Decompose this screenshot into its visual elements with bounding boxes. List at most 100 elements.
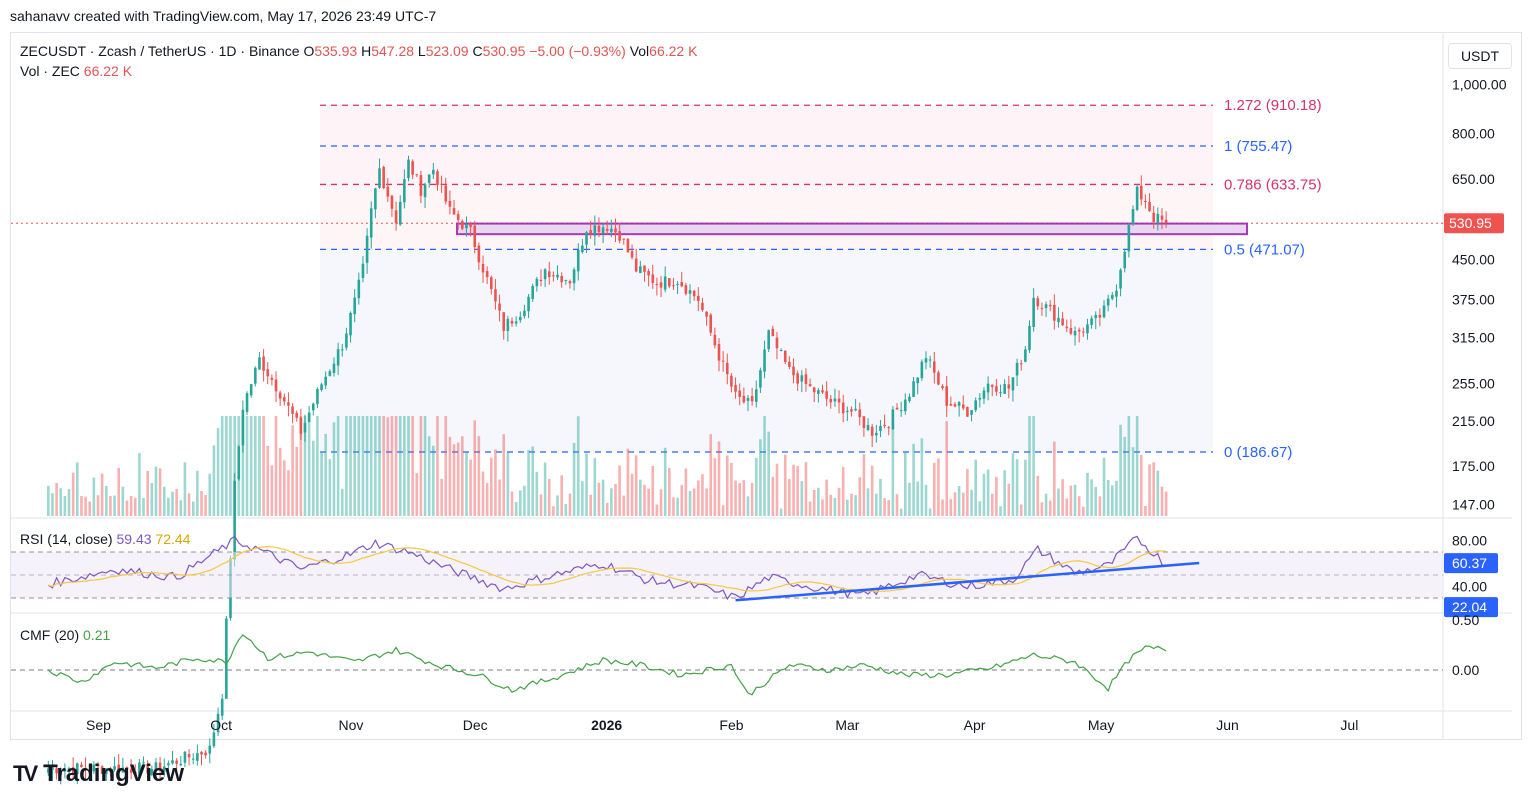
- volume-bar: [1040, 502, 1044, 516]
- candle: [705, 311, 708, 326]
- volume-bar: [113, 495, 116, 516]
- candle: [870, 423, 874, 447]
- candle-body: [96, 764, 100, 767]
- candle: [966, 406, 969, 417]
- volume-bar: [456, 442, 460, 516]
- volume-bar: [63, 496, 67, 516]
- volume-bar: [216, 428, 220, 516]
- candle: [663, 266, 667, 293]
- candle: [1152, 206, 1155, 229]
- candle: [618, 222, 621, 244]
- candle-body: [361, 263, 365, 278]
- volume-bar: [225, 416, 228, 516]
- volume-bar: [436, 416, 439, 516]
- close-label: C: [472, 43, 483, 59]
- candle: [502, 312, 506, 340]
- volume-bar: [283, 460, 286, 516]
- volume-bar: [1053, 441, 1056, 516]
- candle-body: [1024, 349, 1027, 362]
- volume-bar: [369, 416, 373, 516]
- volume-bar: [104, 485, 108, 516]
- candle-body: [162, 766, 166, 772]
- candle-body: [895, 407, 899, 410]
- volume-bar: [692, 488, 696, 516]
- candle-body: [349, 312, 352, 336]
- candle: [1024, 346, 1027, 363]
- candle: [924, 351, 928, 370]
- volume-bar: [899, 508, 903, 516]
- chart-frame: [10, 32, 1522, 740]
- tradingview-logo[interactable]: TV TradingView: [13, 760, 184, 788]
- candle-body: [862, 416, 866, 428]
- candle-body: [771, 328, 775, 337]
- candle-body: [585, 232, 588, 245]
- candle-body: [547, 271, 551, 278]
- candle: [274, 371, 278, 403]
- candle: [953, 402, 957, 408]
- candle: [1057, 307, 1060, 328]
- volume-indicator-label[interactable]: Vol · ZEC: [20, 63, 80, 79]
- candle-body: [887, 427, 891, 429]
- candle-body: [523, 310, 526, 317]
- volume-bar: [254, 416, 257, 516]
- candle: [593, 215, 597, 246]
- candle-body: [564, 279, 568, 281]
- candle-body: [626, 238, 630, 253]
- cmf-label[interactable]: CMF (20): [20, 627, 80, 643]
- candle: [448, 190, 452, 215]
- volume-bar: [721, 505, 725, 516]
- candle: [398, 195, 402, 226]
- cmf-tick: 0.00: [1452, 662, 1479, 678]
- volume-bar: [957, 486, 961, 516]
- volume-bar: [142, 498, 145, 516]
- volume-bar: [378, 416, 381, 516]
- volume-bar: [233, 416, 236, 516]
- candle-body: [916, 377, 920, 384]
- volume-bar: [1135, 416, 1139, 516]
- candle-body: [759, 370, 762, 388]
- candle: [916, 377, 920, 395]
- volume-bar: [767, 431, 770, 516]
- volume-bar: [423, 416, 427, 516]
- candle-body: [274, 379, 278, 392]
- candle: [212, 724, 216, 749]
- candle-body: [518, 316, 522, 321]
- candle-body: [84, 767, 87, 770]
- volume-bar: [92, 477, 96, 516]
- symbol-label[interactable]: ZECUSDT · Zcash / TetherUS · 1D · Binanc…: [20, 43, 300, 59]
- candle-body: [419, 175, 423, 196]
- candle: [299, 408, 303, 441]
- candle-body: [763, 349, 766, 372]
- candle-body: [858, 409, 862, 418]
- volume-bar: [419, 416, 423, 516]
- volume-bar: [734, 480, 737, 516]
- volume-bar: [953, 492, 957, 516]
- volume-bar: [680, 484, 684, 516]
- volume-bar: [1148, 464, 1151, 516]
- volume-bar: [817, 487, 820, 516]
- volume-bar: [647, 488, 650, 516]
- rsi-label[interactable]: RSI (14, close): [20, 531, 113, 547]
- candle: [369, 201, 373, 249]
- candle-body: [1148, 201, 1151, 212]
- candle: [556, 265, 559, 280]
- candle-body: [1102, 305, 1106, 318]
- candle: [403, 169, 406, 209]
- candle-body: [113, 766, 116, 770]
- candle-body: [974, 400, 977, 411]
- volume-bar: [833, 497, 837, 516]
- rsi-header: RSI (14, close) 59.43 72.44: [20, 531, 190, 547]
- volume-bar: [684, 468, 688, 516]
- candle-body: [175, 760, 178, 764]
- candle: [518, 311, 522, 323]
- candle: [336, 342, 340, 375]
- candle: [928, 355, 932, 368]
- candle: [982, 387, 986, 405]
- candle-body: [423, 184, 427, 198]
- currency-button[interactable]: USDT: [1448, 43, 1512, 69]
- candle-body: [792, 366, 795, 376]
- candle-body: [928, 359, 932, 361]
- candle: [891, 406, 895, 430]
- candle: [278, 390, 282, 407]
